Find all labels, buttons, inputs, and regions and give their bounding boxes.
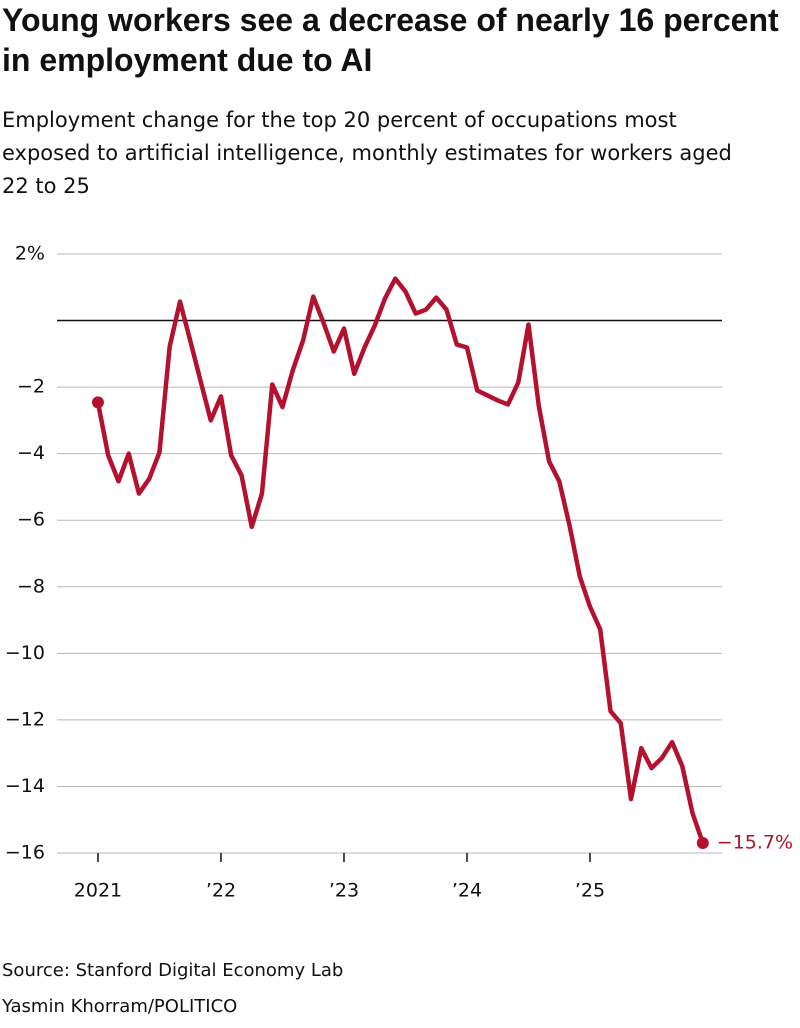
source-note: Source: Stanford Digital Economy Lab [2, 960, 344, 981]
y-tick-label: −4 [17, 442, 45, 464]
y-tick-label: −16 [5, 842, 45, 864]
y-tick-label: −10 [5, 642, 45, 664]
credit: Yasmin Khorram/POLITICO [2, 996, 238, 1017]
y-tick-label: −14 [5, 775, 45, 797]
endpoint-marker [91, 396, 104, 409]
endpoint-marker [696, 837, 709, 850]
x-tick-label: 2021 [74, 880, 122, 902]
y-tick-label: 2% [15, 243, 45, 265]
y-tick-label: −8 [17, 575, 45, 597]
chart: 2% −2 −4 −6 −8 −10 −12 −14 −16 2021 ’22 ’23 ’24 ’25 −1… [5, 243, 793, 902]
data-line [95, 276, 706, 846]
chart-subtitle: Employment change for the top 20 percent… [2, 108, 732, 198]
value-label: −15.7% [717, 832, 793, 854]
y-tick-label: −12 [5, 708, 45, 730]
x-tick-label: ’22 [206, 880, 236, 902]
x-tick-label: ’23 [329, 880, 359, 902]
y-tick-label: −6 [17, 509, 45, 531]
x-tick-label: ’25 [575, 880, 605, 902]
chart-title: Young workers see a decrease of nearly 1… [2, 2, 779, 78]
y-tick-label: −2 [17, 376, 45, 398]
x-tick-label: ’24 [452, 880, 482, 902]
